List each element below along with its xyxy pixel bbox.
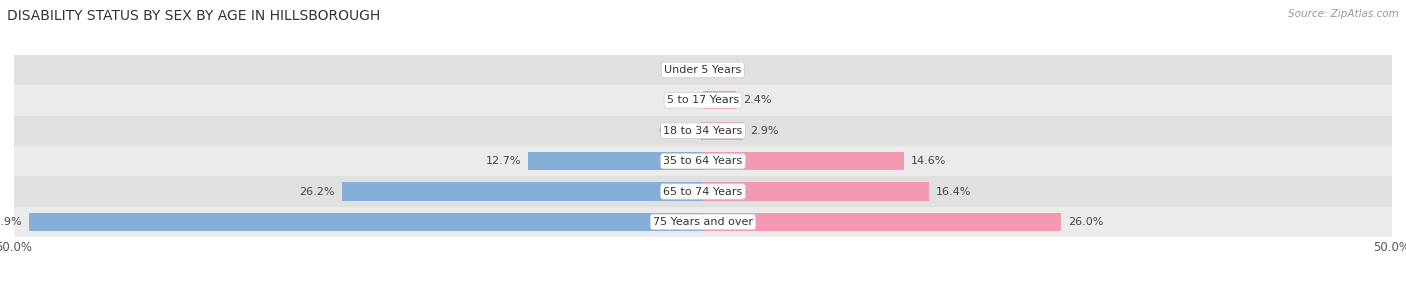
Bar [14, 116, 1392, 146]
Text: 2.4%: 2.4% [742, 95, 772, 105]
Text: Source: ZipAtlas.com: Source: ZipAtlas.com [1288, 9, 1399, 19]
Bar [703, 152, 904, 170]
Text: 0.0%: 0.0% [668, 95, 696, 105]
Text: DISABILITY STATUS BY SEX BY AGE IN HILLSBOROUGH: DISABILITY STATUS BY SEX BY AGE IN HILLS… [7, 9, 380, 23]
Bar [30, 213, 703, 231]
Text: 18 to 34 Years: 18 to 34 Years [664, 126, 742, 136]
Bar [529, 152, 703, 170]
Bar [14, 146, 1392, 176]
Bar [14, 55, 1392, 85]
Text: 2.9%: 2.9% [749, 126, 779, 136]
Text: 14.6%: 14.6% [911, 156, 946, 166]
Text: 0.16%: 0.16% [658, 126, 695, 136]
Text: 26.2%: 26.2% [299, 187, 335, 196]
Text: 48.9%: 48.9% [0, 217, 22, 227]
Bar [14, 85, 1392, 116]
Text: Under 5 Years: Under 5 Years [665, 65, 741, 75]
Text: 65 to 74 Years: 65 to 74 Years [664, 187, 742, 196]
Text: 75 Years and over: 75 Years and over [652, 217, 754, 227]
Bar [14, 207, 1392, 237]
Bar [703, 122, 742, 140]
Text: 16.4%: 16.4% [936, 187, 972, 196]
Bar [703, 213, 1062, 231]
Text: 26.0%: 26.0% [1069, 217, 1104, 227]
Bar [703, 91, 737, 109]
Text: 35 to 64 Years: 35 to 64 Years [664, 156, 742, 166]
Bar [14, 176, 1392, 207]
Bar [700, 122, 703, 140]
Bar [703, 182, 929, 201]
Bar [342, 182, 703, 201]
Text: 0.0%: 0.0% [710, 65, 738, 75]
Text: 0.0%: 0.0% [668, 65, 696, 75]
Text: 12.7%: 12.7% [485, 156, 522, 166]
Text: 5 to 17 Years: 5 to 17 Years [666, 95, 740, 105]
